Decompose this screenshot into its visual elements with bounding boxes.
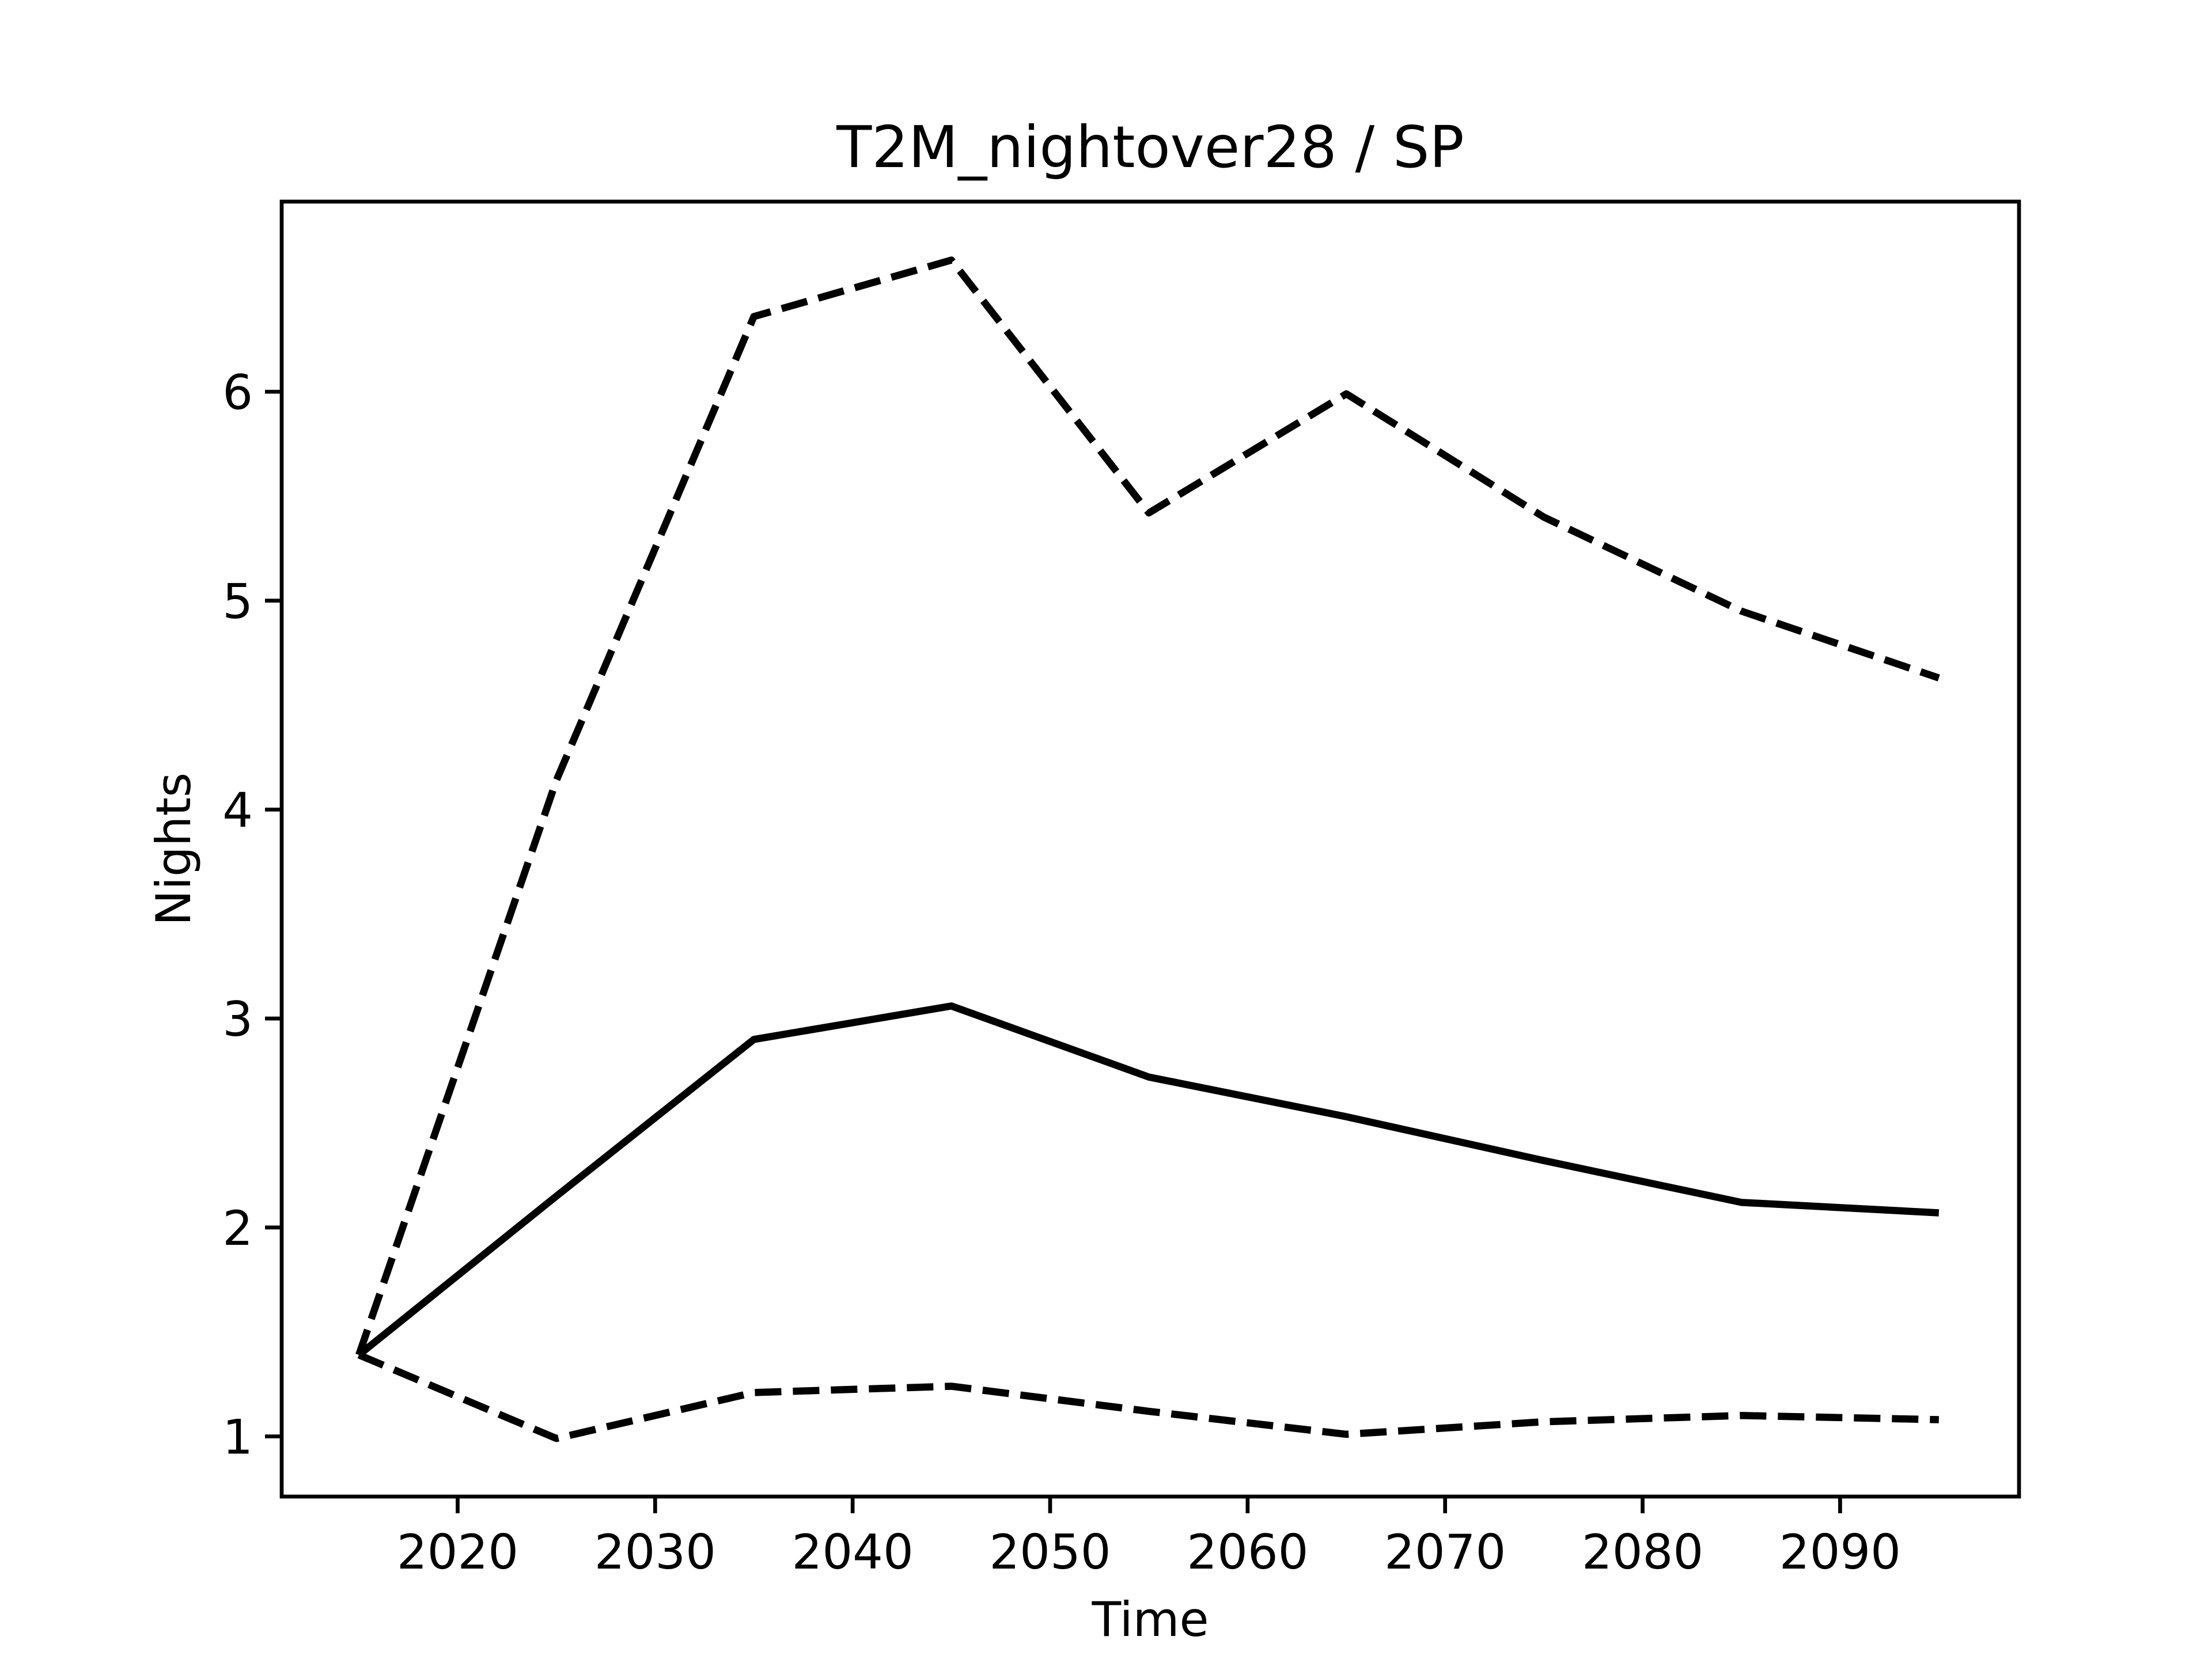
x-tick-label: 2040 [792, 1524, 914, 1580]
chart-title: T2M_nightover28 / SP [836, 113, 1464, 181]
plot-frame [279, 199, 2021, 1499]
y-tick-label: 1 [222, 1410, 253, 1465]
x-tick-label: 2030 [594, 1524, 716, 1580]
y-tick-label: 2 [222, 1200, 253, 1256]
data-line [357, 1002, 1940, 1358]
x-tick-label: 2070 [1384, 1524, 1506, 1580]
x-axis-label: Time [1091, 1592, 1209, 1647]
data-line [357, 1351, 1939, 1442]
y-tick-label: 5 [222, 574, 253, 630]
x-tick-label: 2080 [1582, 1524, 1703, 1580]
y-axis-label: Nights [146, 772, 202, 926]
x-tick-label: 2050 [989, 1524, 1111, 1580]
y-tick-label: 4 [222, 782, 253, 838]
data-line [355, 256, 1940, 1357]
y-tick-label: 6 [222, 365, 253, 421]
x-tick-label: 2060 [1187, 1524, 1308, 1580]
x-tick-label: 2090 [1779, 1524, 1901, 1580]
x-tick-label: 2020 [397, 1524, 518, 1580]
y-tick-label: 3 [222, 991, 253, 1047]
